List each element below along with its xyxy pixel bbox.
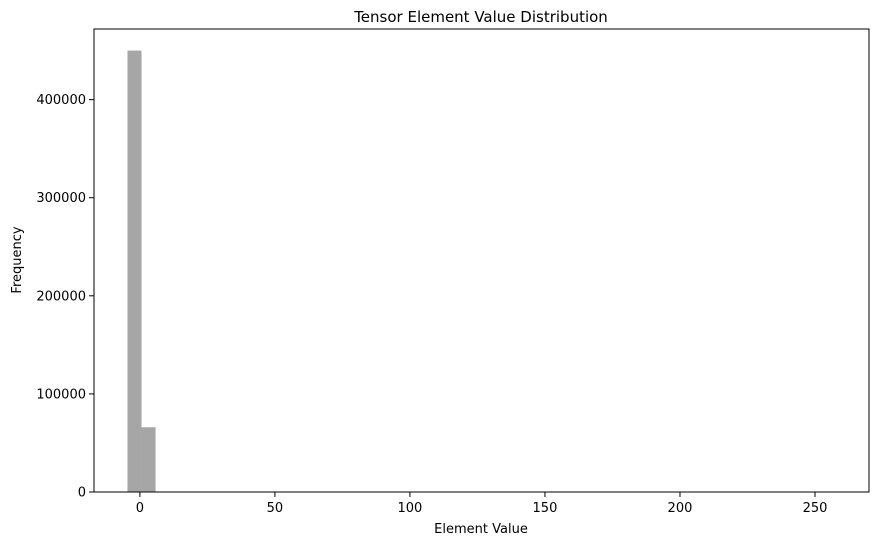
histogram-bar-0 <box>127 50 142 492</box>
x-axis: 0 50 100 150 200 250 <box>136 492 828 516</box>
x-tick-label: 150 <box>533 501 558 516</box>
x-tick-label: 50 <box>267 501 284 516</box>
bars-layer <box>127 50 156 492</box>
histogram-bar-1 <box>141 427 156 492</box>
y-tick-label: 200000 <box>36 289 86 304</box>
y-tick-label: 300000 <box>36 191 86 206</box>
chart-title: Tensor Element Value Distribution <box>353 8 608 26</box>
plot-frame <box>93 28 870 493</box>
y-tick-label: 400000 <box>36 93 86 108</box>
x-tick-label: 250 <box>803 501 828 516</box>
x-tick-label: 200 <box>668 501 693 516</box>
y-tick-label: 100000 <box>36 387 86 402</box>
y-tick-label: 0 <box>78 486 86 501</box>
x-axis-label: Element Value <box>434 522 528 537</box>
y-axis: 0 100000 200000 300000 400000 <box>36 93 94 501</box>
x-tick-label: 100 <box>398 501 423 516</box>
x-tick-label: 0 <box>136 501 144 516</box>
y-axis-label: Frequency <box>10 226 25 293</box>
